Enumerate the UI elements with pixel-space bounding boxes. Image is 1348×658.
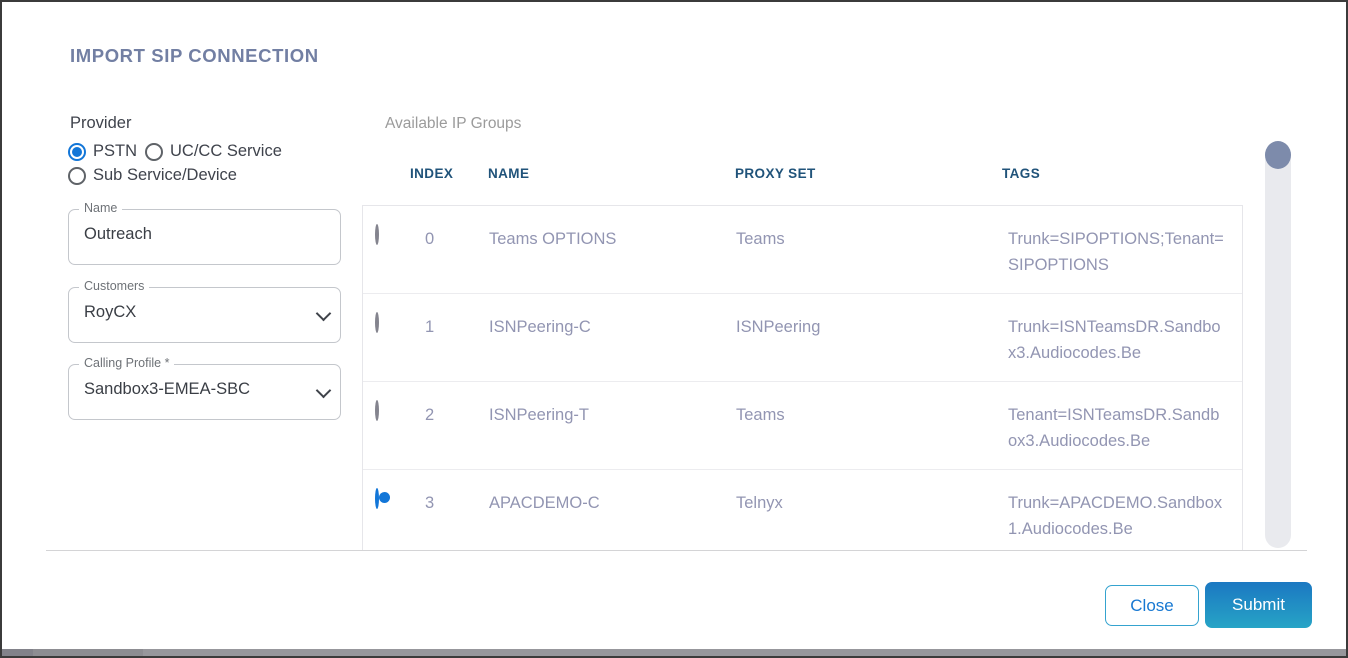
chevron-down-icon[interactable] <box>318 384 330 396</box>
table-row[interactable]: 0 Teams OPTIONS Teams Trunk=SIPOPTIONS;T… <box>363 206 1242 294</box>
provider-option-label: UC/CC Service <box>170 142 282 160</box>
radio-icon[interactable] <box>145 142 164 161</box>
provider-option-pstn[interactable]: PSTN <box>68 142 137 161</box>
submit-button[interactable]: Submit <box>1205 582 1312 628</box>
calling-profile-select-label: Calling Profile * <box>79 356 175 370</box>
column-header-tags: TAGS <box>1002 166 1041 181</box>
scrollbar-thumb[interactable] <box>1265 141 1291 169</box>
dialog-title: IMPORT SIP CONNECTION <box>70 45 319 66</box>
table-row[interactable]: 2 ISNPeering-T Teams Tenant=ISNTeamsDR.S… <box>363 382 1242 470</box>
column-header-proxy-set: PROXY SET <box>735 166 816 181</box>
cell-index: 1 <box>425 318 435 336</box>
footer-divider <box>46 550 1307 551</box>
cell-tags: Trunk=APACDEMO.Sandbox1.Audiocodes.Be <box>1008 494 1223 538</box>
cell-tags: Tenant=ISNTeamsDR.Sandbox3.Audiocodes.Be <box>1008 406 1220 450</box>
provider-option-sub-service-device[interactable]: Sub Service/Device <box>68 166 237 185</box>
provider-radio-group: PSTN UC/CC Service Sub Service/Device <box>68 142 320 185</box>
radio-icon[interactable] <box>68 166 86 185</box>
scrollbar-track[interactable] <box>1265 142 1291 548</box>
customers-select[interactable]: Customers RoyCX <box>68 279 341 343</box>
calling-profile-select-value[interactable]: Sandbox3-EMEA-SBC <box>84 380 250 398</box>
name-field-label: Name <box>79 201 123 215</box>
radio-icon[interactable] <box>68 142 86 161</box>
row-radio-icon[interactable] <box>375 488 379 509</box>
customers-select-value[interactable]: RoyCX <box>84 303 137 321</box>
customers-select-label: Customers <box>79 279 150 293</box>
header-spacer <box>362 166 410 181</box>
name-field[interactable]: Name Outreach <box>68 201 341 265</box>
cell-name: ISNPeering-C <box>489 318 591 336</box>
row-radio-icon[interactable] <box>375 224 379 245</box>
column-header-name: NAME <box>488 166 530 181</box>
cell-name: Teams OPTIONS <box>489 230 617 248</box>
cell-name: APACDEMO-C <box>489 494 600 512</box>
cell-tags: Trunk=ISNTeamsDR.Sandbox3.Audiocodes.Be <box>1008 318 1221 362</box>
table-row[interactable]: 3 APACDEMO-C Telnyx Trunk=APACDEMO.Sandb… <box>363 470 1242 550</box>
ip-groups-table: 0 Teams OPTIONS Teams Trunk=SIPOPTIONS;T… <box>362 205 1243 550</box>
row-radio-icon[interactable] <box>375 400 379 421</box>
provider-option-uccc-service[interactable]: UC/CC Service <box>145 142 282 161</box>
name-field-value[interactable]: Outreach <box>84 225 152 243</box>
table-row[interactable]: 1 ISNPeering-C ISNPeering Trunk=ISNTeams… <box>363 294 1242 382</box>
close-button[interactable]: Close <box>1105 585 1199 626</box>
ip-groups-table-header: INDEX NAME PROXY SET TAGS <box>362 166 1243 181</box>
cell-name: ISNPeering-T <box>489 406 589 424</box>
calling-profile-select[interactable]: Calling Profile * Sandbox3-EMEA-SBC <box>68 356 341 420</box>
cell-proxy-set: Teams <box>736 230 785 248</box>
background-segment <box>2 649 33 656</box>
cell-proxy-set: ISNPeering <box>736 318 821 336</box>
cell-index: 2 <box>425 406 435 424</box>
provider-option-label: Sub Service/Device <box>93 166 237 184</box>
cell-index: 0 <box>425 230 435 248</box>
provider-option-label: PSTN <box>93 142 138 160</box>
cell-tags: Trunk=SIPOPTIONS;Tenant=SIPOPTIONS <box>1008 230 1224 274</box>
chevron-down-icon[interactable] <box>318 307 330 319</box>
available-ip-groups-caption: Available IP Groups <box>385 115 522 132</box>
column-header-index: INDEX <box>410 166 454 181</box>
background-page-sliver <box>2 649 1346 656</box>
background-segment <box>143 649 1346 656</box>
background-segment <box>33 649 143 656</box>
cell-proxy-set: Teams <box>736 406 785 424</box>
cell-proxy-set: Telnyx <box>736 494 783 512</box>
cell-index: 3 <box>425 494 435 512</box>
row-radio-icon[interactable] <box>375 312 379 333</box>
provider-label: Provider <box>70 114 132 132</box>
